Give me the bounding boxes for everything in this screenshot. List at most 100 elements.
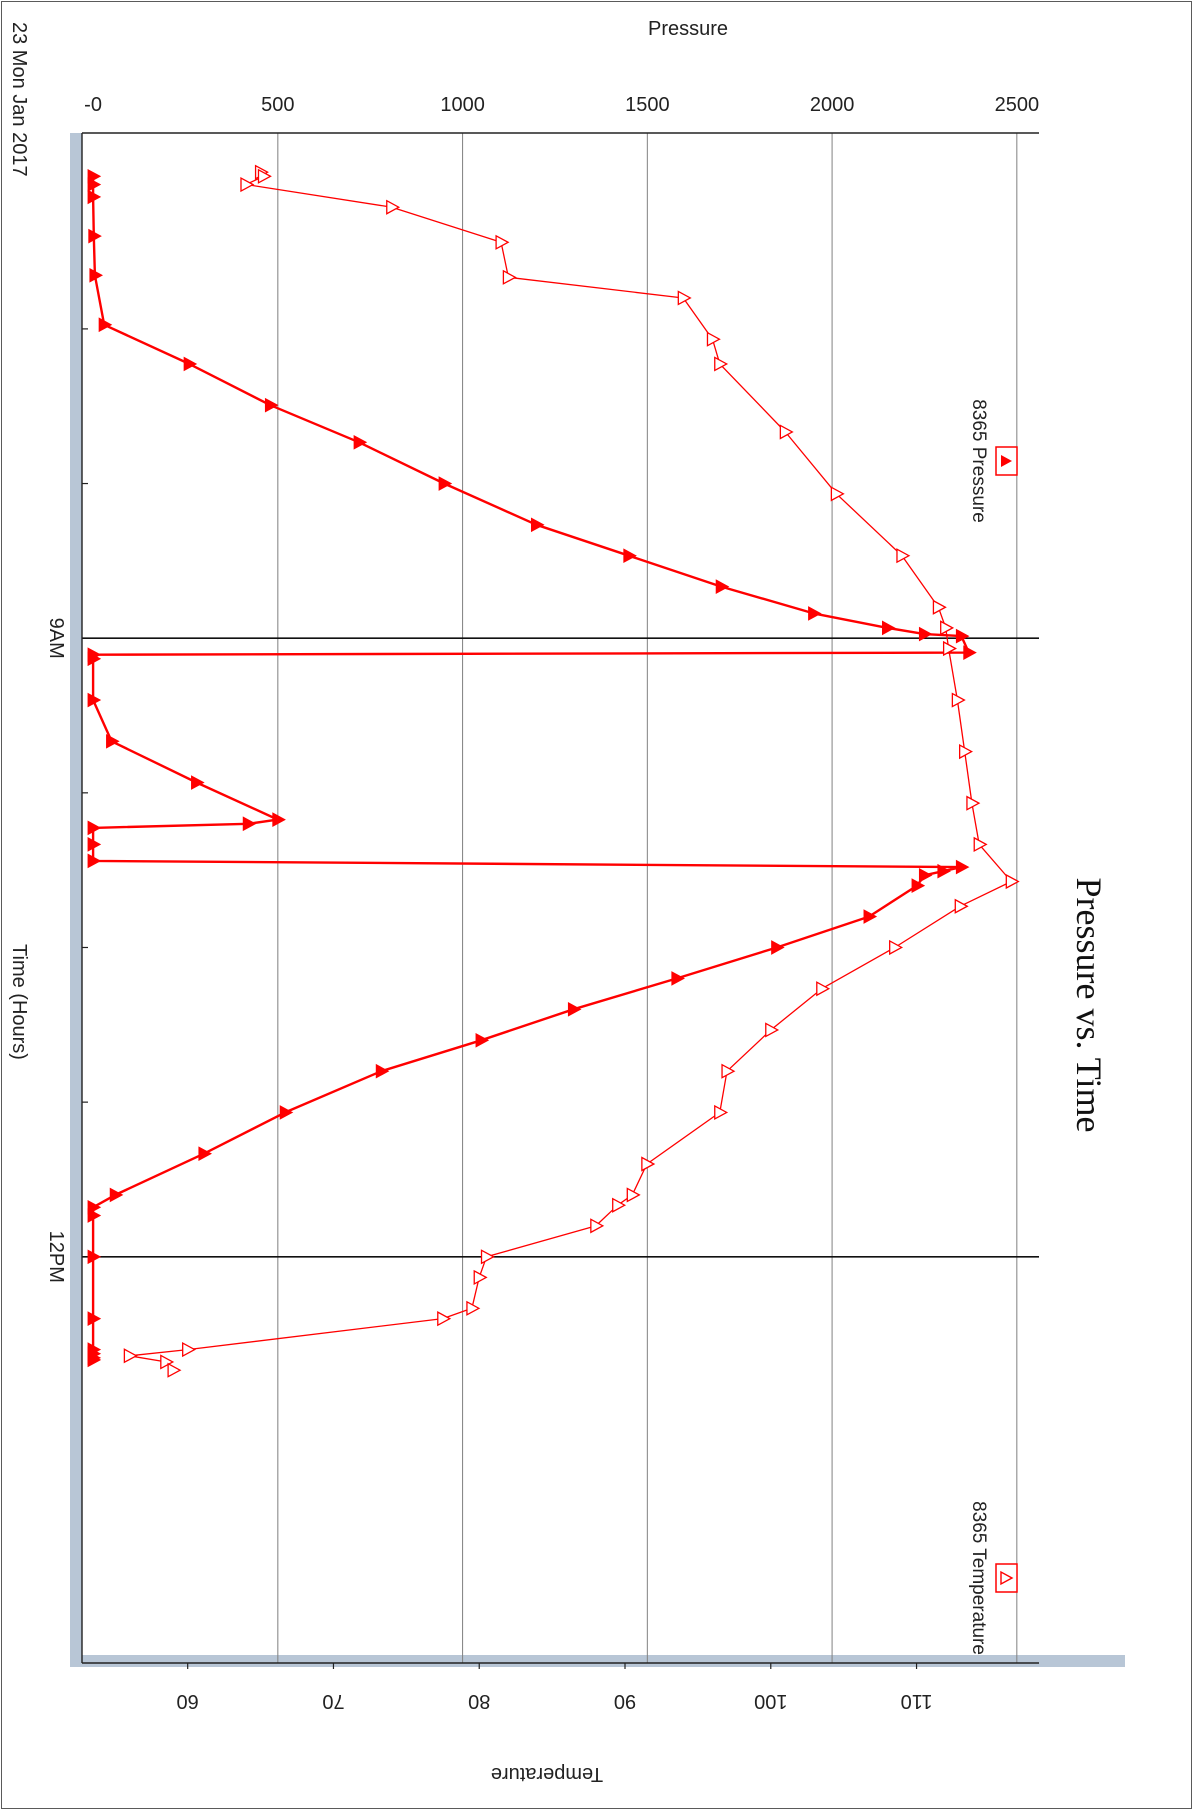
- data-point: [863, 909, 878, 924]
- data-point: [437, 1311, 452, 1327]
- data-point: [715, 579, 730, 594]
- data-point: [183, 356, 198, 372]
- open-triangle-icon: [1000, 1570, 1014, 1586]
- data-point: [771, 940, 785, 955]
- data-point: [765, 1022, 780, 1038]
- data-point: [109, 1187, 124, 1203]
- data-point: [706, 331, 721, 347]
- data-point: [502, 269, 517, 285]
- data-point: [466, 1300, 481, 1316]
- data-point: [671, 971, 685, 986]
- data-point: [567, 1002, 582, 1017]
- chart-title: Pressure vs. Time: [1069, 877, 1109, 1132]
- grid-lines: [82, 133, 1039, 1663]
- data-point: [955, 859, 970, 875]
- series-temperature: [123, 164, 1020, 1378]
- data-point: [590, 1218, 605, 1234]
- data-point: [438, 476, 453, 491]
- legend-item-temperature: 8365 Temperature: [968, 1501, 1018, 1655]
- data-point: [87, 1311, 102, 1326]
- legend-item-pressure: 8365 Pressure: [968, 399, 1018, 523]
- data-point: [951, 692, 966, 708]
- data-point: [830, 486, 845, 502]
- data-point: [641, 1156, 656, 1172]
- data-point: [106, 733, 120, 749]
- y-tick-label: 1000: [440, 94, 485, 116]
- data-point: [959, 744, 974, 760]
- data-point: [272, 812, 286, 827]
- y2-tick-label: 80: [468, 1690, 490, 1712]
- data-point: [87, 651, 102, 667]
- data-point: [714, 1104, 729, 1121]
- y2-tick-label: 90: [614, 1690, 636, 1712]
- data-point: [87, 177, 102, 192]
- data-point: [911, 878, 926, 893]
- data-point: [963, 645, 977, 660]
- data-point: [966, 795, 981, 811]
- data-point: [475, 1032, 490, 1048]
- legend-label-pressure: 8365 Pressure: [968, 399, 989, 523]
- data-point: [942, 640, 957, 657]
- data-point: [240, 176, 255, 193]
- data-point: [495, 234, 510, 250]
- series-layer: [87, 164, 1020, 1378]
- y-tick-label: 2500: [995, 94, 1040, 116]
- data-point: [87, 692, 102, 708]
- data-point: [473, 1269, 488, 1286]
- data-point: [918, 626, 933, 642]
- y-tick-labels: -0 500 1000 1500 2000 2500: [84, 94, 1039, 116]
- y2-tick-label: 60: [177, 1690, 199, 1712]
- data-point: [1005, 873, 1020, 890]
- data-point: [940, 620, 955, 636]
- data-point: [932, 599, 947, 615]
- data-point: [955, 628, 970, 644]
- data-point: [191, 775, 205, 790]
- plot-area-border: [81, 132, 1039, 1669]
- data-point: [623, 548, 637, 564]
- data-point: [87, 1352, 102, 1368]
- data-point: [896, 548, 911, 564]
- y-tick-label: 1500: [625, 94, 670, 116]
- x-tick-label: 9AM: [45, 618, 67, 659]
- data-point: [889, 939, 904, 956]
- x-tick-label: 12PM: [45, 1231, 67, 1283]
- data-point: [87, 189, 102, 205]
- data-point: [612, 1197, 627, 1213]
- data-point: [714, 356, 729, 372]
- series-line: [91, 176, 970, 1360]
- data-point: [353, 434, 368, 450]
- data-point: [480, 1249, 495, 1265]
- y2-tick-label: 70: [322, 1690, 344, 1712]
- data-point: [87, 853, 102, 869]
- data-point: [721, 1063, 736, 1079]
- data-point: [123, 1348, 138, 1364]
- data-point: [242, 816, 257, 832]
- data-point: [88, 228, 102, 244]
- series-line: [128, 171, 1012, 1371]
- data-point: [779, 424, 794, 440]
- data-point: [87, 837, 102, 852]
- data-point: [375, 1063, 390, 1079]
- y2-tick-label: 110: [901, 1690, 933, 1712]
- data-point: [918, 867, 933, 883]
- y-tick-label: -0: [84, 94, 102, 116]
- data-point: [98, 317, 113, 333]
- data-point: [257, 168, 272, 184]
- data-point: [626, 1187, 641, 1203]
- data-point: [167, 1362, 182, 1378]
- y2-tick-label: 100: [754, 1690, 787, 1712]
- data-point: [937, 863, 951, 879]
- legend-swatch-temperature: [995, 1563, 1018, 1593]
- data-point: [386, 199, 401, 215]
- data-point: [954, 898, 969, 914]
- data-point: [89, 267, 103, 283]
- y-tick-label: 2000: [810, 94, 855, 116]
- data-point: [279, 1105, 294, 1120]
- data-point: [198, 1146, 212, 1162]
- series-pressure: [87, 168, 977, 1368]
- right-axis-band: [70, 1655, 1125, 1667]
- date-label: 23 Mon Jan 2017: [8, 22, 30, 177]
